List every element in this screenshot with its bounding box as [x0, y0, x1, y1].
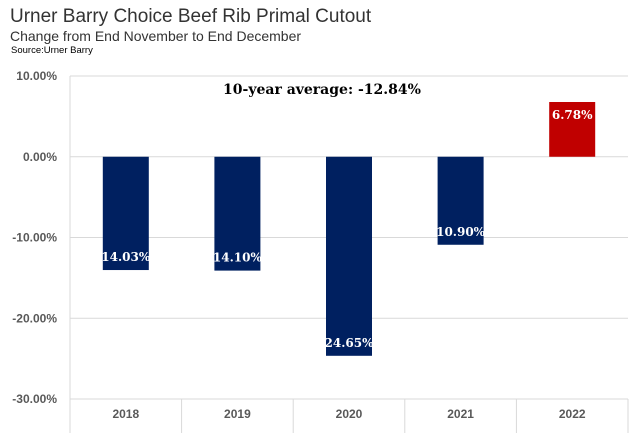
- chart-source: Source:Urner Barry: [11, 45, 93, 56]
- data-labels: 14.03% 14.10% 24.65% 10.90% 6.78%: [101, 108, 593, 350]
- bar-2019: [214, 156, 261, 271]
- x-tick-label: 2019: [224, 407, 251, 421]
- bar-2018: [102, 156, 149, 271]
- x-tick-label: 2021: [447, 407, 474, 421]
- chart-subtitle: Change from End November to End December: [10, 28, 302, 44]
- data-label: 24.65%: [325, 336, 375, 350]
- data-label: 10.90%: [436, 225, 486, 239]
- y-tick-label: -10.00%: [12, 231, 57, 245]
- axes: 10.00% 0.00% -10.00% -20.00% -30.00% 2018 2019…: [12, 69, 629, 433]
- y-tick-label: 0.00%: [23, 150, 57, 164]
- data-label: 14.03%: [101, 250, 151, 264]
- data-label: 6.78%: [552, 108, 593, 122]
- y-tick-label: -30.00%: [12, 392, 57, 406]
- average-annotation: 10-year average: -12.84%: [223, 82, 421, 98]
- bar-2022: [549, 102, 596, 157]
- x-tick-label: 2018: [112, 407, 139, 421]
- bar-2021: [437, 156, 484, 245]
- y-tick-label: 10.00%: [16, 69, 57, 83]
- x-tick-label: 2022: [559, 407, 586, 421]
- bar-2020: [326, 156, 372, 356]
- y-tick-label: -20.00%: [12, 311, 57, 325]
- bars: [102, 102, 596, 356]
- x-tick-label: 2020: [336, 407, 363, 421]
- chart-title: Urner Barry Choice Beef Rib Primal Cutou…: [10, 6, 372, 27]
- data-label: 14.10%: [213, 251, 263, 265]
